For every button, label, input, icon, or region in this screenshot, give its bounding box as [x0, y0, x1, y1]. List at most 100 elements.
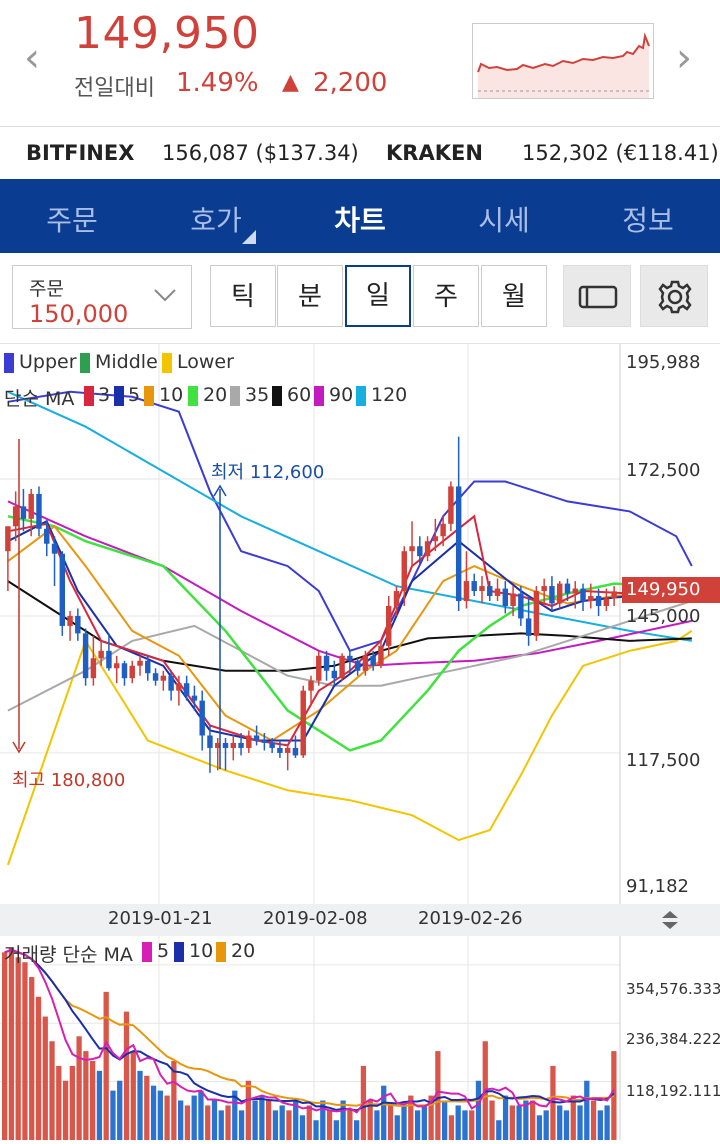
layout-button[interactable] — [563, 265, 631, 327]
change-amount: 2,200 — [313, 68, 388, 98]
candle-body — [90, 658, 97, 679]
volume-bar — [435, 1051, 441, 1140]
volume-axis-label: 236,384.222 — [626, 1030, 720, 1048]
candle-body — [145, 660, 151, 674]
date-label: 2019-02-26 — [418, 908, 523, 929]
volume-bar — [299, 1115, 306, 1140]
candle-body — [59, 553, 66, 626]
candle — [572, 581, 578, 609]
candle — [292, 735, 299, 758]
candle — [409, 521, 415, 567]
volume-bar — [69, 1065, 75, 1140]
legend-swatch — [314, 386, 324, 406]
legend-ma5: 5 — [128, 384, 141, 406]
candle-body — [246, 735, 252, 748]
candle-body — [331, 670, 338, 679]
layout-panel-icon — [578, 285, 618, 309]
volume-bar — [462, 1110, 468, 1140]
period-week[interactable]: 주 — [413, 265, 479, 327]
volume-bar — [326, 1110, 333, 1140]
candle-body — [238, 742, 244, 748]
candle — [463, 551, 470, 609]
candle-body — [261, 740, 268, 743]
period-month[interactable]: 월 — [481, 265, 547, 327]
candle-body — [354, 660, 361, 671]
volume-bar — [442, 1100, 448, 1140]
bollinger-bands — [6, 390, 693, 866]
candle-body — [440, 523, 446, 537]
candle — [36, 486, 42, 537]
volume-bar — [191, 1095, 197, 1140]
candle — [455, 436, 462, 611]
volume-chart[interactable]: 거래량 단순 MA 5 10 20 354,576.333 236,384.22… — [0, 936, 720, 1140]
date-label: 2019-02-08 — [263, 908, 368, 929]
candle-body — [409, 546, 415, 552]
period-tick[interactable]: 틱 — [210, 265, 276, 327]
settings-button[interactable] — [640, 265, 708, 327]
high-price-annotation: 최고 180,800 — [12, 770, 126, 791]
candle — [75, 608, 81, 641]
candle — [28, 488, 34, 537]
candle — [152, 668, 159, 686]
price-axis-label: 172,500 — [626, 460, 701, 481]
price-chart[interactable]: Upper Middle Lower 단순 MA 3 5 10 20 35 60… — [0, 344, 720, 904]
volume-bar — [110, 1090, 116, 1140]
volume-grid — [0, 936, 621, 1140]
candle — [393, 586, 400, 616]
candle — [44, 521, 50, 557]
volume-legend: 거래량 단순 MA 5 10 20 — [4, 940, 424, 966]
volume-bar — [137, 1070, 143, 1140]
candle — [20, 488, 27, 532]
candle — [308, 675, 314, 706]
chevron-left-icon[interactable]: ‹ — [24, 35, 40, 81]
volume-axis-label: 354,576.333 — [626, 980, 720, 998]
candle — [59, 551, 66, 636]
moving-averages — [7, 390, 693, 752]
volume-bar — [421, 1105, 427, 1140]
volume-bar — [374, 1110, 380, 1140]
ma-legend-label: 단순 MA — [4, 388, 75, 410]
volume-bar — [96, 1070, 103, 1140]
candle-body — [160, 675, 167, 681]
candle-body — [183, 683, 190, 696]
volume-bar — [509, 1105, 515, 1140]
volume-bar — [259, 1095, 265, 1140]
tab-orderbook[interactable]: 호가 — [190, 204, 242, 237]
period-day[interactable]: 일 — [345, 265, 411, 327]
tab-chart[interactable]: 차트 — [334, 204, 386, 237]
tab-order[interactable]: 주문 — [46, 204, 98, 237]
candle — [67, 610, 73, 641]
dropdown-corner-icon — [242, 230, 256, 244]
candle-body — [378, 645, 384, 666]
candle-body — [448, 486, 454, 524]
mini-price-chart[interactable] — [472, 23, 654, 99]
tab-market[interactable]: 시세 — [478, 204, 530, 237]
candle — [432, 518, 439, 552]
candle-body — [20, 506, 27, 519]
tab-info[interactable]: 정보 — [622, 204, 674, 237]
candle — [549, 576, 555, 611]
price-axis-label: 91,182 — [626, 876, 689, 897]
volume-bar — [123, 1011, 130, 1140]
candle-body — [230, 742, 236, 748]
order-quantity-select[interactable]: 주문 150,000 — [12, 265, 192, 329]
volume-ma10-line — [4, 948, 615, 1112]
candle — [339, 653, 345, 681]
candle — [129, 660, 135, 684]
chevron-right-icon[interactable]: › — [676, 35, 692, 81]
period-minute[interactable]: 분 — [277, 265, 343, 327]
candle-body — [533, 591, 540, 636]
candlesticks — [5, 436, 617, 773]
volume-bar — [469, 1110, 475, 1140]
down-arrow-icon — [12, 741, 26, 754]
candle-body — [129, 665, 135, 679]
legend-swatch — [114, 386, 124, 406]
volume-bar — [530, 1100, 536, 1140]
candle-body — [580, 588, 586, 602]
legend-ma35: 35 — [245, 384, 270, 406]
legend-swatch — [4, 353, 14, 373]
volume-bar — [144, 1075, 150, 1140]
bollinger-lower-line — [6, 630, 693, 866]
resize-handle-icon[interactable] — [658, 908, 682, 932]
candle-body — [113, 663, 120, 669]
